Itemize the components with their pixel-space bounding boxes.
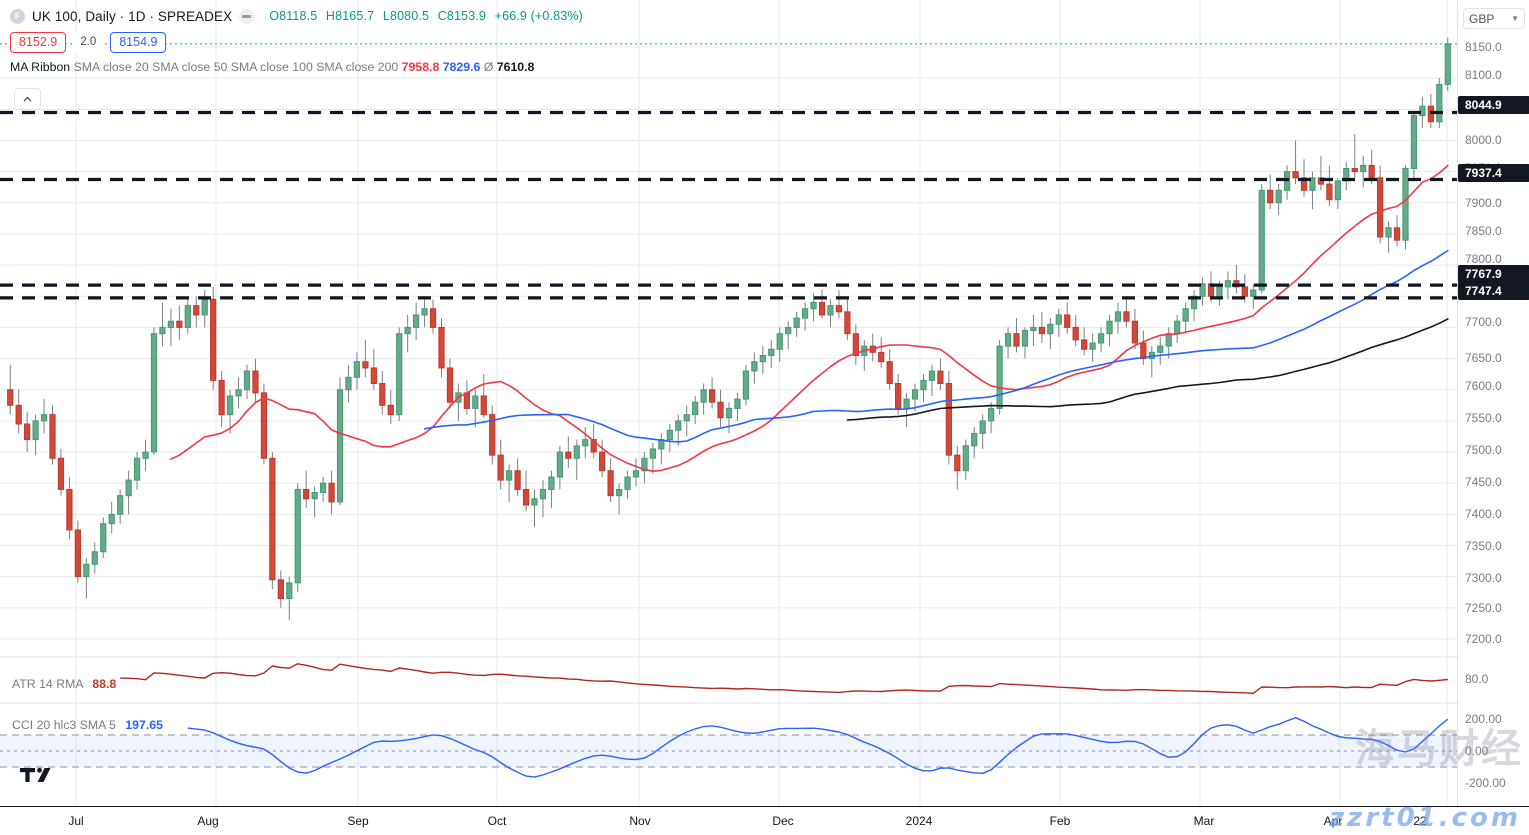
price-tick-label: 8100.0 [1465,68,1502,82]
price-tick-label: 7900.0 [1465,196,1502,210]
ma-ribbon-legend[interactable]: MA Ribbon SMA close 20 SMA close 50 SMA … [10,60,588,74]
atr-line [120,663,1448,694]
price-level-badge[interactable]: 7937.4 [1458,164,1529,182]
ma-ribbon-inputs: SMA close 20 SMA close 50 SMA close 100 … [73,60,399,74]
price-level-badge[interactable]: 7767.9 [1458,265,1529,283]
cci-line [187,717,1449,778]
cci-pane-legend[interactable]: CCI 20 hlc3 SMA 5 197.65 [12,718,163,732]
price-tick-label: 7300.0 [1465,571,1502,585]
ohlc-values: O8118.5 H8165.7 L8080.5 C8153.9 +66.9 (+… [269,9,588,23]
sma-50-line [423,249,1449,443]
currency-label: GBP [1469,11,1495,26]
cci-value: 197.65 [125,718,163,732]
price-tick-label: 7450.0 [1465,475,1502,489]
ma-ribbon-value-red: 7958.8 [401,60,440,74]
price-tick-label: 8000.0 [1465,133,1502,147]
cci-tick-label: -200.00 [1465,776,1506,790]
ma-ribbon-value-blue: 7829.6 [442,60,481,74]
price-level-lines[interactable] [0,110,1457,300]
price-tick-label: 7250.0 [1465,601,1502,615]
price-tick-label: 7850.0 [1465,224,1502,238]
price-level-badge[interactable]: 7747.4 [1458,282,1529,300]
price-level-badge[interactable]: 8044.9 [1458,96,1529,114]
sma-100-line [846,318,1449,421]
time-tick-label: 2024 [905,814,933,828]
ohlc-close: C8153.9 [437,9,487,23]
chevron-down-icon: ▼ [1511,14,1519,23]
atr-tick-label: 80.0 [1465,672,1489,686]
cci-label: CCI 20 hlc3 SMA 5 [12,718,116,732]
time-tick-label: Nov [629,814,651,828]
legend-symbol-row[interactable]: F UK 100, Daily · 1D · SPREADEX O8118.5 … [10,6,588,26]
tradingview-logo-icon[interactable] [20,766,54,791]
atr-pane-legend[interactable]: ATR 14 RMA 88.8 [12,677,116,691]
atr-label: ATR 14 RMA [12,677,83,691]
currency-select[interactable]: GBP ▼ [1463,8,1525,29]
time-tick-label: Sep [347,814,369,828]
time-tick-label: Mar [1193,814,1215,828]
atr-value: 88.8 [92,677,117,691]
sma-20-line [170,164,1449,472]
cci-tick-label: 0.00 [1465,744,1489,758]
chevron-up-glyph [23,96,32,102]
price-tick-label: 8150.0 [1465,40,1502,54]
symbol-logo-icon: F [10,8,25,24]
price-tick-label: 7600.0 [1465,379,1502,393]
time-axis[interactable]: Jul Aug Sep Oct Nov Dec 2024 Feb Mar Apr 22 [0,806,1529,835]
price-tick-label: 7650.0 [1465,351,1502,365]
ohlc-high: H8165.7 [325,9,375,23]
time-tick-label: Jul [68,814,84,828]
cci-tick-label: 200.00 [1465,712,1502,726]
bid-price-pill[interactable]: 8152.9 [10,31,67,53]
time-tick-label: 22 [1413,814,1427,828]
price-tick-label: 7350.0 [1465,539,1502,553]
time-tick-label: Apr [1323,814,1343,828]
price-tick-label: 7400.0 [1465,507,1502,521]
price-axis[interactable]: GBP ▼ 8150.08100.08000.07950.07900.07850… [1457,0,1529,835]
symbol-title[interactable]: UK 100, Daily · 1D · SPREADEX [32,8,233,24]
watermark-url: zzrt01.com [1329,803,1521,833]
ask-price-pill[interactable]: 8154.9 [110,31,167,53]
time-tick-label: Oct [487,814,507,828]
time-tick-label: Aug [197,814,219,828]
ma-ribbon-title[interactable]: MA Ribbon [10,60,71,74]
ma-ribbon-avg-symbol: Ø [483,60,494,74]
price-tick-label: 7500.0 [1465,443,1502,457]
price-tick-label: 7200.0 [1465,632,1502,646]
chart-legend: F UK 100, Daily · 1D · SPREADEX O8118.5 … [10,6,588,74]
watermark-cn: 海马财经 [1355,726,1523,772]
candlestick-series[interactable] [7,37,1451,621]
price-tick-label: 7700.0 [1465,315,1502,329]
price-tick-label: 7800.0 [1465,252,1502,266]
chevron-up-icon[interactable] [14,88,41,110]
legend-quote-row: 8152.9 2.0 8154.9 [10,31,588,53]
ohlc-open: O8118.5 [269,9,318,23]
ma-ribbon-value-black: 7610.8 [496,60,535,74]
spread-value: 2.0 [72,32,105,52]
ohlc-low: L8080.5 [382,9,430,23]
eye-hidden-icon[interactable] [239,8,255,24]
time-tick-label: Dec [772,814,794,828]
price-tick-label: 7550.0 [1465,411,1502,425]
time-tick-label: Feb [1049,814,1071,828]
tv-logo-glyph [20,767,51,782]
ohlc-change: +66.9 (+0.83%) [494,9,583,23]
grid-lines [0,0,1457,806]
